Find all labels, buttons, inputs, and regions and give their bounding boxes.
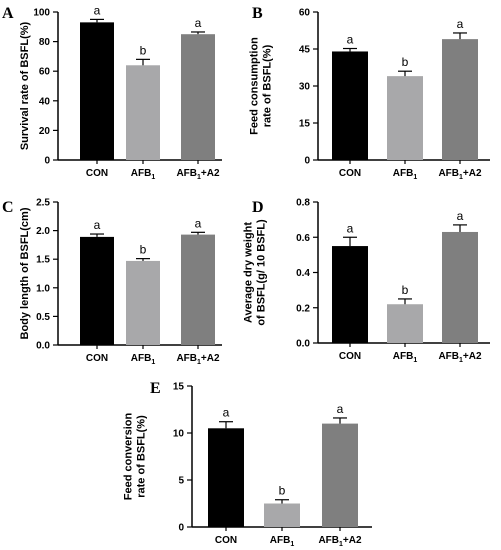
- y-tick-label: 0.2: [296, 303, 310, 314]
- bar-con: [208, 428, 244, 527]
- bar-con: [80, 22, 114, 160]
- y-tick-label: 2.5: [36, 198, 50, 209]
- significance-label: b: [140, 243, 147, 257]
- bar-afb1: [126, 65, 160, 160]
- y-tick-label: 15: [299, 119, 311, 130]
- y-tick-label: 2.0: [36, 226, 50, 237]
- significance-label: a: [195, 216, 202, 230]
- bar-afb1: [387, 304, 423, 343]
- significance-label: a: [94, 218, 101, 232]
- panel-letter: E: [150, 380, 161, 397]
- x-tick-label: AFB1: [393, 351, 418, 364]
- significance-label: b: [402, 283, 409, 297]
- x-tick-label: AFB1: [131, 353, 156, 366]
- chart-panel-c: C 0.0 0.5 1.0 1.5 2.0 2.5 Body length of BSFL(c…: [2, 198, 222, 366]
- x-tick-label: AFB1: [270, 535, 295, 548]
- significance-label: a: [195, 16, 202, 30]
- bar-con: [332, 51, 368, 160]
- y-tick-label: 60: [39, 67, 51, 78]
- x-tick-label: AFB1+A2: [438, 168, 482, 181]
- x-tick-label: CON: [339, 351, 361, 362]
- significance-label: a: [457, 209, 464, 223]
- y-tick-label: 5: [178, 476, 184, 487]
- y-axis-label: rate of BSFL(%): [262, 44, 274, 127]
- y-axis-label: Body length of BSFL(cm): [19, 207, 31, 339]
- significance-label: a: [347, 33, 354, 47]
- y-tick-label: 0.0: [296, 339, 310, 350]
- x-tick-label: AFB1+A2: [176, 168, 220, 181]
- y-tick-label: 10: [173, 429, 185, 440]
- bar-afb1-a2: [322, 423, 358, 527]
- significance-label: a: [347, 221, 354, 235]
- bar-afb1-a2: [442, 231, 478, 343]
- y-axis-label: Feed consumption: [249, 37, 261, 135]
- bar-afb1: [387, 76, 423, 160]
- y-axis-label: of BSFL(g/ 10 BSFL): [256, 219, 268, 326]
- x-tick-label: AFB1+A2: [176, 353, 220, 366]
- y-tick-label: 0: [178, 523, 184, 534]
- x-tick-label: AFB1: [131, 168, 156, 181]
- bar-con: [332, 246, 368, 343]
- panel-letter: A: [2, 5, 14, 22]
- x-tick-label: CON: [339, 168, 361, 179]
- significance-label: b: [140, 43, 147, 57]
- chart-panel-b: B 0 15 30 45 60 Feed consumption rate of BSFL(%…: [249, 5, 490, 181]
- y-tick-label: 60: [299, 8, 311, 19]
- significance-label: a: [457, 17, 464, 31]
- x-tick-label: CON: [215, 535, 237, 546]
- chart-panel-e: E 0 5 10 15 Feed conversion rate of BSFL(%) a CO…: [123, 380, 372, 548]
- x-tick-label: AFB1: [393, 168, 418, 181]
- bar-afb1: [264, 503, 300, 527]
- significance-label: b: [279, 484, 286, 498]
- panel-letter: B: [252, 5, 263, 22]
- y-tick-label: 0.4: [296, 268, 310, 279]
- y-tick-label: 0: [44, 156, 50, 167]
- y-tick-label: 0.5: [36, 312, 50, 323]
- y-tick-label: 30: [299, 82, 311, 93]
- y-tick-label: 40: [39, 96, 51, 107]
- y-tick-label: 1.5: [36, 255, 50, 266]
- y-tick-label: 0.0: [36, 341, 50, 352]
- significance-label: a: [94, 3, 101, 17]
- y-tick-label: 1.0: [36, 283, 50, 294]
- y-tick-label: 0.8: [296, 198, 310, 209]
- y-axis-label: rate of BSFL(%): [136, 415, 148, 498]
- x-tick-label: AFB1+A2: [318, 535, 362, 548]
- bar-afb1-a2: [442, 39, 478, 161]
- x-tick-label: CON: [86, 353, 108, 364]
- y-tick-label: 15: [173, 382, 185, 393]
- bar-afb1-a2: [181, 34, 215, 161]
- significance-label: a: [337, 402, 344, 416]
- y-axis-label: Feed conversion: [123, 413, 135, 501]
- y-axis-label: Average dry weight: [243, 222, 255, 323]
- bar-afb1-a2: [181, 234, 215, 345]
- bar-con: [80, 236, 114, 345]
- x-tick-label: CON: [86, 168, 108, 179]
- chart-panel-d: D 0.0 0.2 0.4 0.6 0.8 Average dry weight of BSF…: [243, 198, 490, 364]
- significance-label: b: [402, 55, 409, 69]
- x-tick-label: AFB1+A2: [438, 351, 482, 364]
- panel-letter: C: [2, 199, 14, 216]
- significance-label: a: [223, 406, 230, 420]
- y-tick-label: 45: [299, 45, 311, 56]
- y-tick-label: 100: [33, 8, 50, 19]
- y-tick-label: 20: [39, 126, 51, 137]
- bar-afb1: [126, 260, 160, 345]
- panel-letter: D: [252, 199, 264, 216]
- y-tick-label: 80: [39, 37, 51, 48]
- y-tick-label: 0.6: [296, 233, 310, 244]
- y-axis-label: Survival rate of BSFL(%): [19, 21, 31, 150]
- y-tick-label: 0: [304, 156, 310, 167]
